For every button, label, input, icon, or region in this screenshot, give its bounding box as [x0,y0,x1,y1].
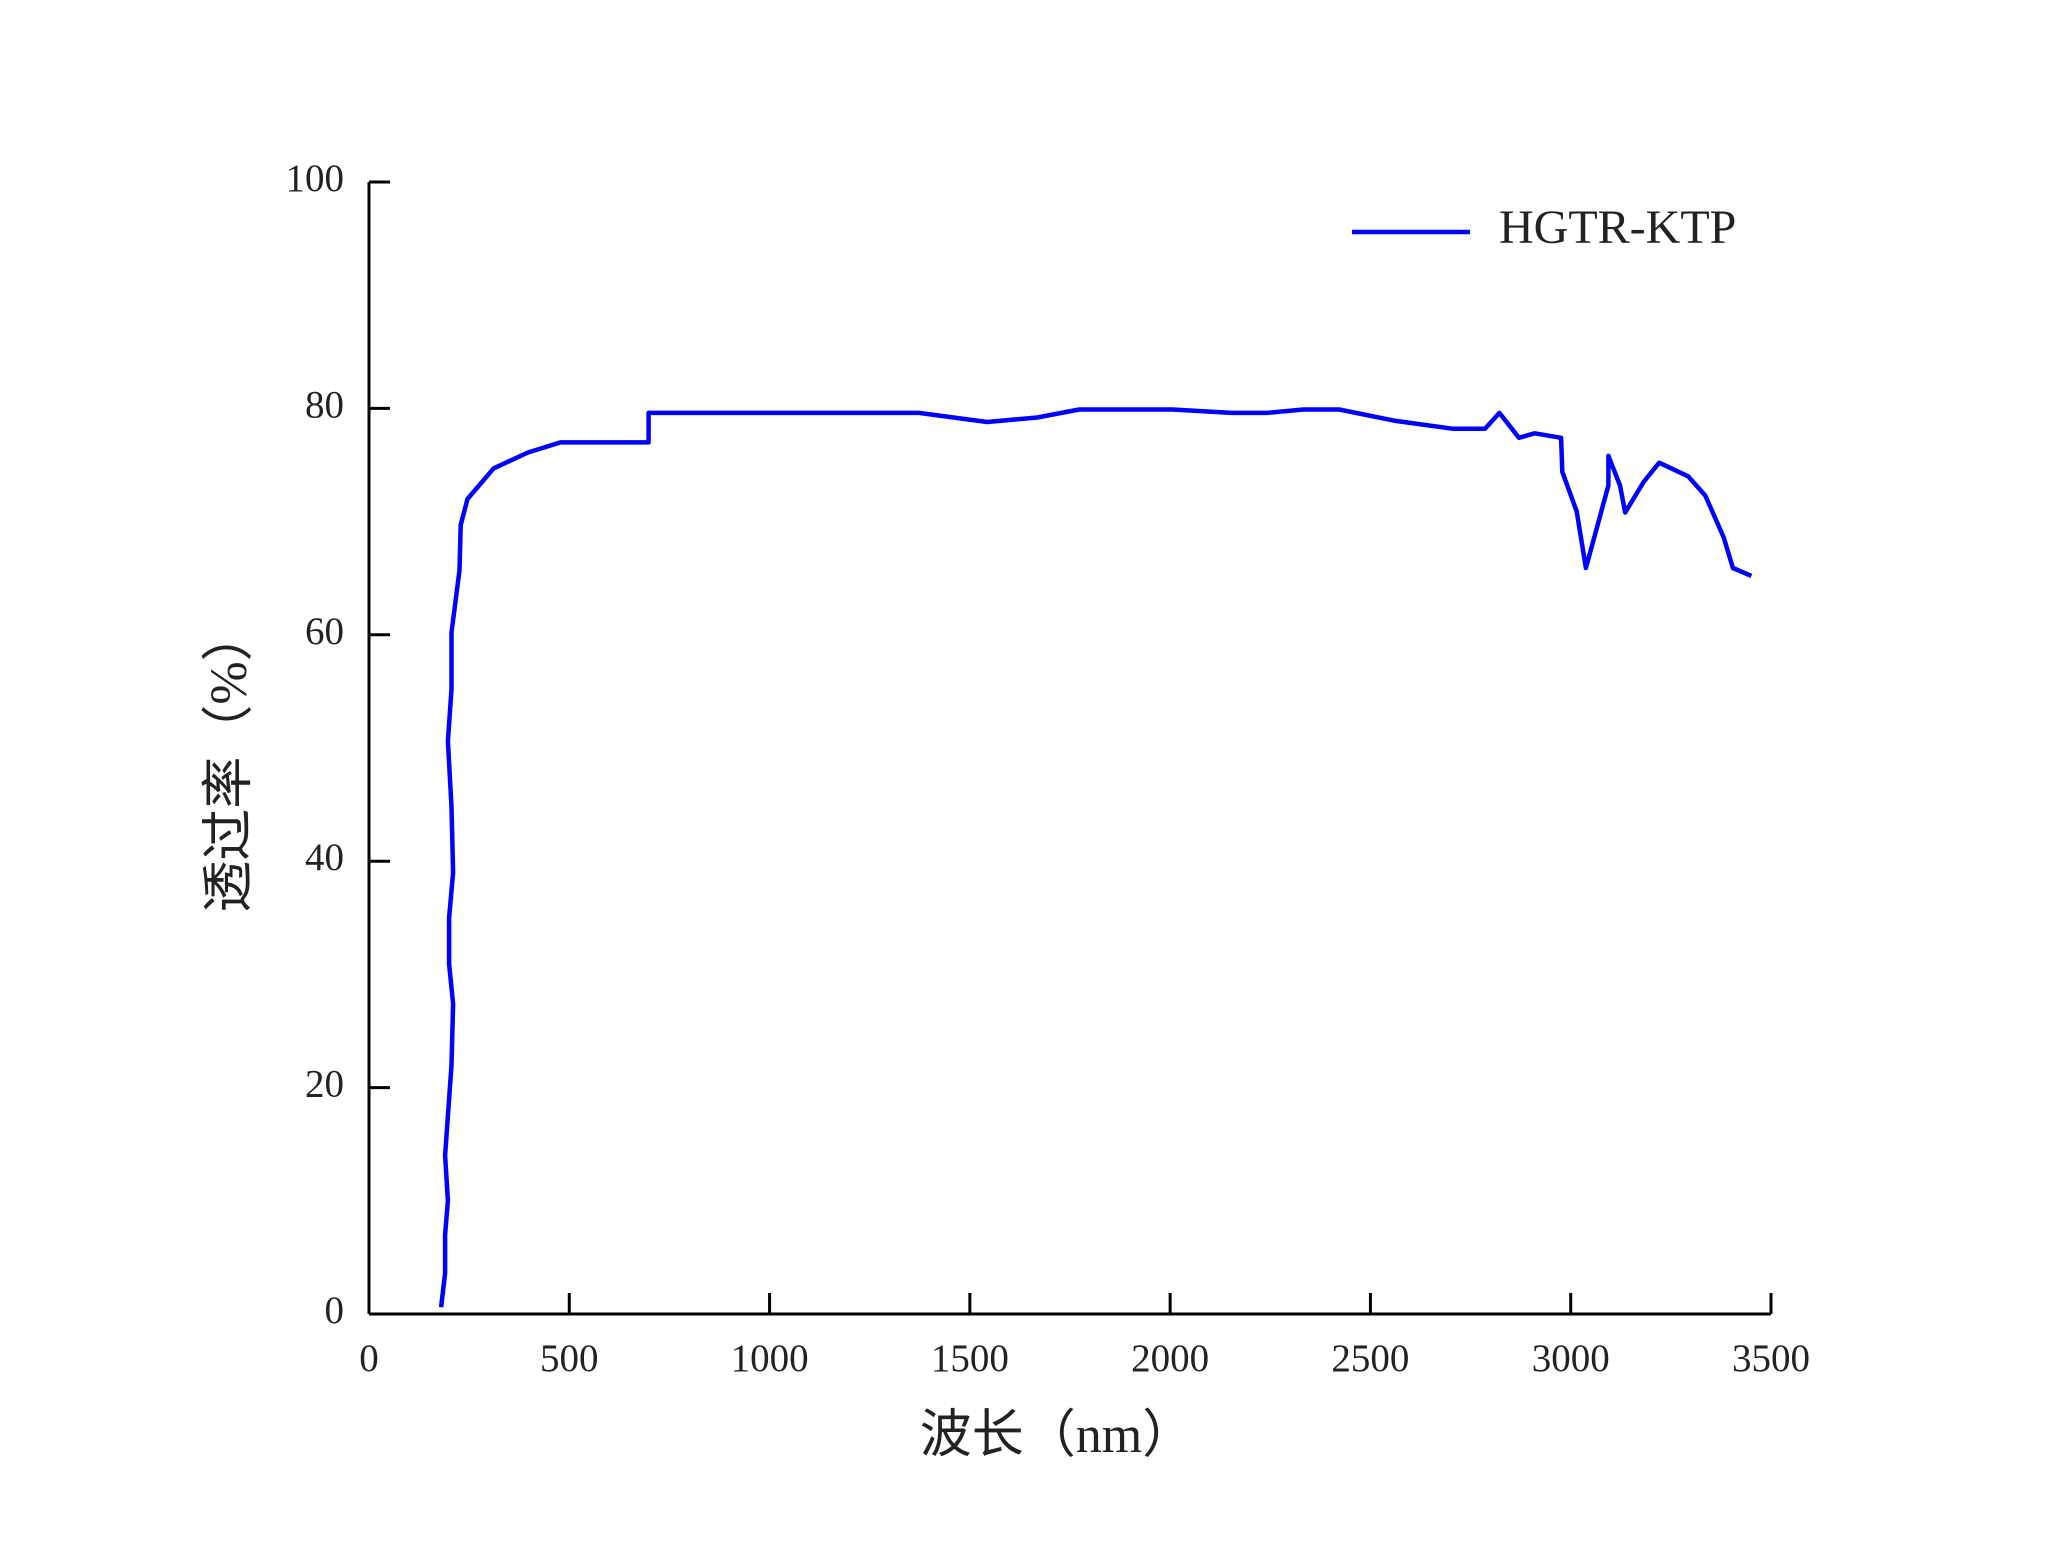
y-tick-label: 60 [305,610,344,653]
x-tick-label: 2000 [1131,1337,1209,1380]
data-line [438,407,1753,1308]
y-tick-label: 100 [286,157,345,200]
x-tick-label: 3500 [1732,1337,1810,1380]
legend-label: HGTR-KTP [1499,201,1736,254]
y-axis-label: 透过率（%） [201,609,258,912]
x-tick-label: 3000 [1532,1337,1610,1380]
y-tick-label: 20 [305,1063,344,1106]
x-tick-label: 1000 [731,1337,809,1380]
x-tick-label: 2500 [1331,1337,1409,1380]
x-tick-label: 0 [359,1337,379,1380]
x-axis-label: 波长（nm） [920,1407,1194,1464]
y-tick-label: 40 [305,836,344,879]
x-tick-label: 1500 [931,1337,1009,1380]
x-tick-label: 500 [540,1337,599,1380]
y-tick-label: 80 [305,383,344,426]
y-tick-label: 0 [325,1289,345,1332]
